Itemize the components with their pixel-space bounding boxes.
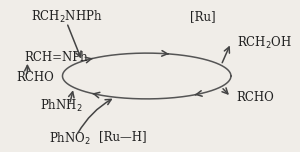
Text: PhNO$_2$: PhNO$_2$: [49, 130, 91, 147]
Text: RCHO: RCHO: [237, 91, 274, 104]
Text: [Ru]: [Ru]: [190, 10, 216, 23]
Text: [Ru—H]: [Ru—H]: [99, 130, 147, 143]
Text: RCH$_2$OH: RCH$_2$OH: [237, 35, 292, 51]
Text: PhNH$_2$: PhNH$_2$: [40, 98, 82, 114]
Text: RCH$_2$NHPh: RCH$_2$NHPh: [31, 9, 102, 25]
Text: RCH=NPh: RCH=NPh: [25, 51, 88, 64]
Text: RCHO: RCHO: [16, 71, 54, 84]
